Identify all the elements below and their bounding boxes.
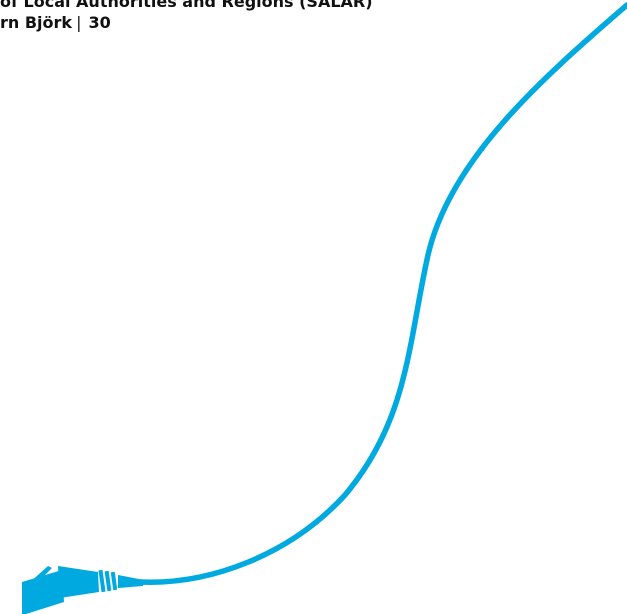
page-number: 30 bbox=[88, 13, 111, 32]
organization-name: of Local Authorities and Regions (SALAR) bbox=[0, 0, 373, 11]
connector-body bbox=[58, 566, 99, 598]
connector-tail bbox=[118, 575, 144, 588]
author-page-line: rn Björk | 30 bbox=[0, 12, 373, 33]
connector-ribs bbox=[98, 569, 118, 593]
connector-clip bbox=[28, 566, 52, 586]
cable-line bbox=[137, 2, 627, 585]
author-name: rn Björk bbox=[0, 13, 73, 32]
separator: | bbox=[76, 13, 82, 32]
page-header: of Local Authorities and Regions (SALAR)… bbox=[0, 0, 373, 33]
